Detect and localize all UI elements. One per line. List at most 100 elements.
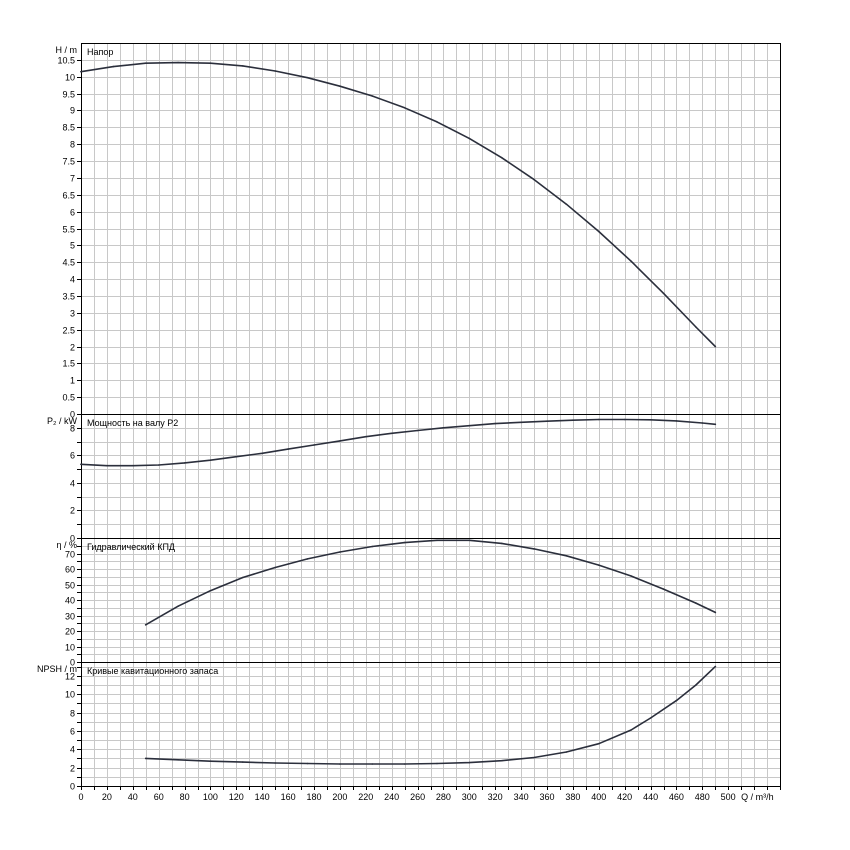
efficiency-y-tick-label: 10 (65, 643, 75, 653)
npsh-y-tick-label: 10 (65, 690, 75, 700)
npsh-y-tick-label: 2 (70, 764, 75, 774)
efficiency-data-point (306, 558, 309, 560)
npsh-data-point (695, 684, 697, 686)
head-data-point (80, 70, 82, 73)
efficiency-y-tick-label: 0 (70, 658, 75, 668)
npsh-y-tick-label: 0 (70, 782, 75, 792)
npsh-data-point (675, 699, 678, 702)
npsh-data-point (565, 751, 568, 753)
x-tick-label: 60 (154, 792, 164, 802)
efficiency-data-point (565, 555, 568, 557)
npsh-data-point (144, 757, 147, 760)
efficiency-data-point (177, 605, 179, 607)
efficiency-data-point (436, 539, 438, 542)
x-tick-label: 300 (462, 792, 477, 802)
power-data-point (468, 424, 471, 427)
head-y-tick-label: 7 (70, 174, 75, 184)
head-y-tick-label: 6.5 (62, 191, 75, 201)
x-tick-label: 20 (102, 792, 112, 802)
power-data-point (106, 464, 108, 467)
head-data-point (371, 95, 374, 97)
x-tick-label: 120 (229, 792, 244, 802)
x-tick-label: 320 (488, 792, 503, 802)
npsh-y-axis-label: NPSH / m (37, 664, 77, 674)
power-data-point (546, 420, 548, 423)
power-data-point (209, 459, 212, 462)
efficiency-y-axis-label: η / % (56, 540, 77, 550)
head-data-point (630, 260, 632, 263)
efficiency-y-tick-label: 70 (65, 550, 75, 560)
power-data-point (623, 418, 626, 421)
efficiency-data-point (468, 539, 471, 542)
power-data-point (442, 427, 445, 429)
head-y-tick-label: 0 (70, 410, 75, 420)
head-data-point (695, 326, 697, 328)
npsh-data-point (177, 759, 179, 761)
efficiency-data-point (714, 611, 717, 614)
head-data-point (242, 65, 244, 67)
x-tick-label: 480 (695, 792, 710, 802)
x-tick-label: 420 (617, 792, 632, 802)
npsh-data-point (630, 729, 632, 731)
efficiency-data-point (630, 575, 632, 577)
efficiency-y-tick-label: 40 (65, 596, 75, 606)
efficiency-data-point (695, 602, 697, 604)
power-data-point (520, 421, 522, 424)
x-tick-label: 240 (384, 792, 399, 802)
power-data-point (390, 432, 393, 435)
x-tick-label: 180 (306, 792, 321, 802)
power-data-point (339, 440, 341, 442)
npsh-y-tick-label: 12 (65, 672, 75, 682)
efficiency-data-point (500, 542, 503, 545)
head-data-point (112, 65, 115, 68)
head-data-point (662, 292, 665, 295)
x-tick-label: 200 (332, 792, 347, 802)
npsh-data-point (274, 762, 277, 764)
efficiency-data-point (662, 588, 665, 590)
power-data-point (649, 419, 652, 421)
x-tick-label: 400 (591, 792, 606, 802)
power-y-tick-label: 0 (70, 534, 75, 544)
efficiency-data-point (144, 624, 147, 626)
x-tick-label: 140 (255, 792, 270, 802)
power-data-point (235, 455, 238, 458)
head-y-tick-label: 0.5 (62, 393, 75, 403)
npsh-data-point (714, 665, 717, 668)
npsh-data-point (533, 756, 535, 759)
head-y-tick-label: 1 (70, 376, 75, 386)
head-data-point (177, 61, 179, 64)
npsh-y-tick-label: 6 (70, 727, 75, 737)
head-panel-title: Напор (87, 47, 113, 57)
x-tick-label: 260 (410, 792, 425, 802)
npsh-y-tick-label: 4 (70, 745, 75, 755)
efficiency-data-point (533, 548, 535, 550)
npsh-data-point (339, 763, 341, 765)
power-y-tick-label: 2 (70, 506, 75, 516)
head-data-point (565, 203, 568, 205)
efficiency-data-point (371, 545, 374, 548)
head-data-point (500, 156, 503, 159)
head-curve (80, 61, 717, 348)
npsh-data-point (598, 742, 600, 745)
x-tick-label: 440 (643, 792, 658, 802)
npsh-data-point (403, 763, 406, 765)
head-data-point (339, 85, 341, 87)
power-panel-title: Мощность на валу P2 (87, 418, 178, 428)
x-tick-label: 460 (669, 792, 684, 802)
efficiency-y-tick-label: 20 (65, 627, 75, 637)
efficiency-y-tick-label: 50 (65, 581, 75, 591)
head-y-tick-label: 3 (70, 309, 75, 319)
power-data-point (675, 420, 678, 422)
power-data-point (157, 464, 160, 466)
power-y-axis-label: P₂ / kW (47, 416, 77, 426)
head-y-tick-label: 2.5 (62, 326, 75, 336)
head-y-tick-label: 9 (70, 106, 75, 116)
x-tick-label: 80 (180, 792, 190, 802)
efficiency-y-tick-label: 60 (65, 565, 75, 575)
x-tick-label: 160 (281, 792, 296, 802)
power-data-point (183, 462, 186, 464)
head-y-tick-label: 10 (65, 73, 75, 83)
head-data-point (533, 178, 535, 181)
head-data-point (403, 107, 406, 109)
